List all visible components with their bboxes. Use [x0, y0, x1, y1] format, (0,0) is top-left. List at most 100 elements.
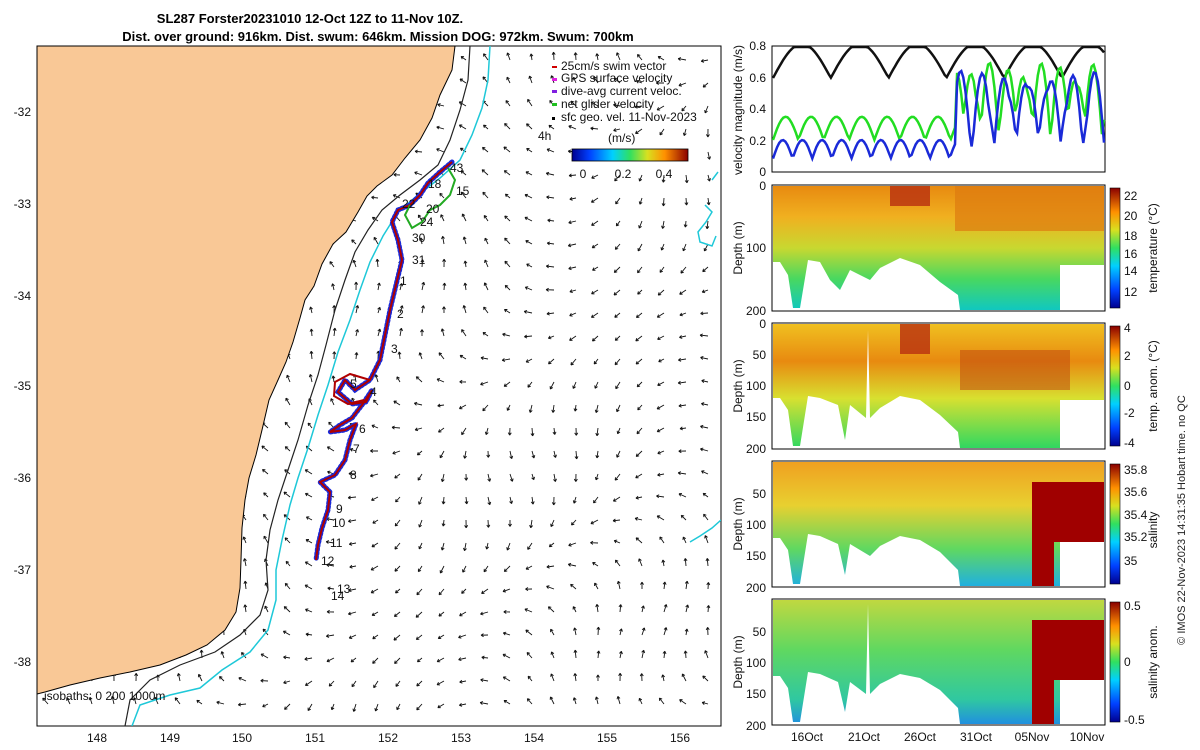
velocity-arrow: [132, 697, 137, 705]
cbar-tick: 12: [1124, 285, 1138, 299]
velocity-arrow: [637, 404, 643, 411]
velocity-arrow: [327, 586, 335, 591]
day-label: 10: [332, 516, 346, 530]
velocity-arrow: [284, 537, 291, 544]
velocity-arrow: [348, 519, 357, 523]
isobath-1000m: [131, 46, 491, 726]
velocity-arrow: [42, 697, 49, 705]
velocity-arrow: [260, 678, 269, 683]
velocity-arrow: [502, 676, 511, 682]
velocity-arrow: [705, 220, 710, 230]
lon-tick: 149: [160, 731, 180, 745]
velocity-arrow: [530, 496, 535, 505]
velocity-arrow: [417, 473, 423, 481]
lon-tick: 155: [597, 731, 617, 745]
velocity-arrow: [262, 703, 269, 708]
velocity-arrow: [501, 358, 511, 362]
velocity-arrow: [459, 679, 467, 684]
velocity-arrow: [458, 634, 467, 639]
velocity-arrow: [702, 82, 709, 88]
day-label: 3: [391, 342, 398, 356]
ytick: 50: [753, 348, 767, 362]
velocity-arrow: [504, 215, 511, 222]
velocity-arrow: [415, 376, 423, 383]
velocity-arrow: [530, 427, 535, 437]
velocity-arrow: [373, 236, 379, 245]
velocity-arrow: [394, 657, 401, 664]
cbar-tick: -2: [1124, 406, 1135, 420]
velocity-arrow: [370, 588, 379, 594]
velocity-arrow: [391, 425, 401, 430]
legend-item: sfc geo. vel. 11-Nov-2023: [561, 110, 697, 124]
velocity-arrow: [396, 703, 401, 711]
velocity-arrow: [396, 376, 401, 383]
ytick: 200: [746, 719, 766, 733]
velocity-arrow: [701, 470, 709, 475]
velocity-arrow: [550, 673, 555, 682]
colorbar-tick: 0.4: [656, 167, 673, 181]
velocity-arrow: [677, 57, 687, 61]
velocity-arrow: [507, 427, 512, 436]
velocity-arrow: [524, 608, 533, 613]
velocity-arrow: [636, 427, 643, 435]
velocity-arrow: [480, 381, 489, 386]
velocity-arrow: [351, 239, 357, 245]
velocity-arrow: [393, 172, 401, 177]
velocity-arrow: [656, 312, 665, 318]
velocity-arrow: [596, 674, 600, 682]
velocity-arrow: [590, 101, 599, 107]
velocity-arrow: [613, 266, 621, 273]
velocity-arrow: [702, 492, 709, 498]
lat-tick: -37: [14, 563, 32, 577]
lat-tick: -34: [14, 289, 32, 303]
velocity-arrow: [285, 397, 291, 406]
velocity-arrow: [417, 565, 423, 573]
velocity-arrow: [436, 680, 445, 686]
velocity-arrow: [504, 193, 511, 199]
velocity-arrow: [677, 471, 687, 476]
velocity-arrow: [502, 332, 511, 337]
velocity-arrow: [683, 650, 688, 659]
velocity-arrow: [656, 515, 665, 521]
velocity-arrow: [305, 539, 313, 544]
velocity-arrow: [641, 627, 646, 636]
lon-tick: 152: [378, 731, 398, 745]
temperature-panel: 0 100 200 Depth (m) 12 14 16 18 20 22 te…: [731, 179, 1160, 318]
ytick: 100: [746, 379, 766, 393]
copyright-note: © IMOS 22-Nov-2023 14:31:35 Hobart time.…: [1176, 395, 1188, 645]
velocity-arrow: [483, 124, 489, 130]
velocity-arrow: [464, 473, 469, 481]
velocity-arrow: [638, 174, 643, 182]
velocity-arrow: [377, 306, 381, 314]
velocity-arrow: [573, 673, 578, 682]
velocity-arrow: [332, 327, 337, 337]
cbar-label: salinity: [1146, 512, 1160, 549]
velocity-arrow: [700, 424, 709, 429]
velocity-arrow: [417, 214, 423, 222]
velocity-arrow: [483, 306, 489, 314]
velocity-arrow: [436, 657, 445, 663]
velocity-arrow: [572, 496, 577, 504]
velocity-arrow: [596, 650, 601, 659]
velocity-arrow: [308, 374, 313, 383]
velocity-arrow: [309, 350, 314, 360]
velocity-arrow: [326, 657, 335, 663]
velocity-arrow: [705, 627, 710, 636]
velocity-arrow: [237, 702, 247, 707]
day-label: 7: [353, 442, 360, 456]
velocity-arrow: [524, 216, 533, 222]
velocity-arrow: [328, 680, 335, 687]
velocity-arrow: [548, 542, 555, 548]
velocity-arrow: [399, 327, 403, 337]
velocity-arrow: [354, 352, 359, 360]
day-label: 8: [350, 468, 357, 482]
velocity-arrow: [286, 374, 291, 383]
velocity-arrow: [527, 675, 533, 682]
velocity-arrow: [441, 519, 446, 527]
velocity-arrow: [282, 630, 291, 636]
velocity-arrow: [461, 329, 467, 337]
velocity-arrow: [615, 381, 621, 390]
velocity-arrow: [635, 473, 643, 479]
day-label: 24: [420, 215, 434, 229]
velocity-arrow: [661, 174, 666, 183]
